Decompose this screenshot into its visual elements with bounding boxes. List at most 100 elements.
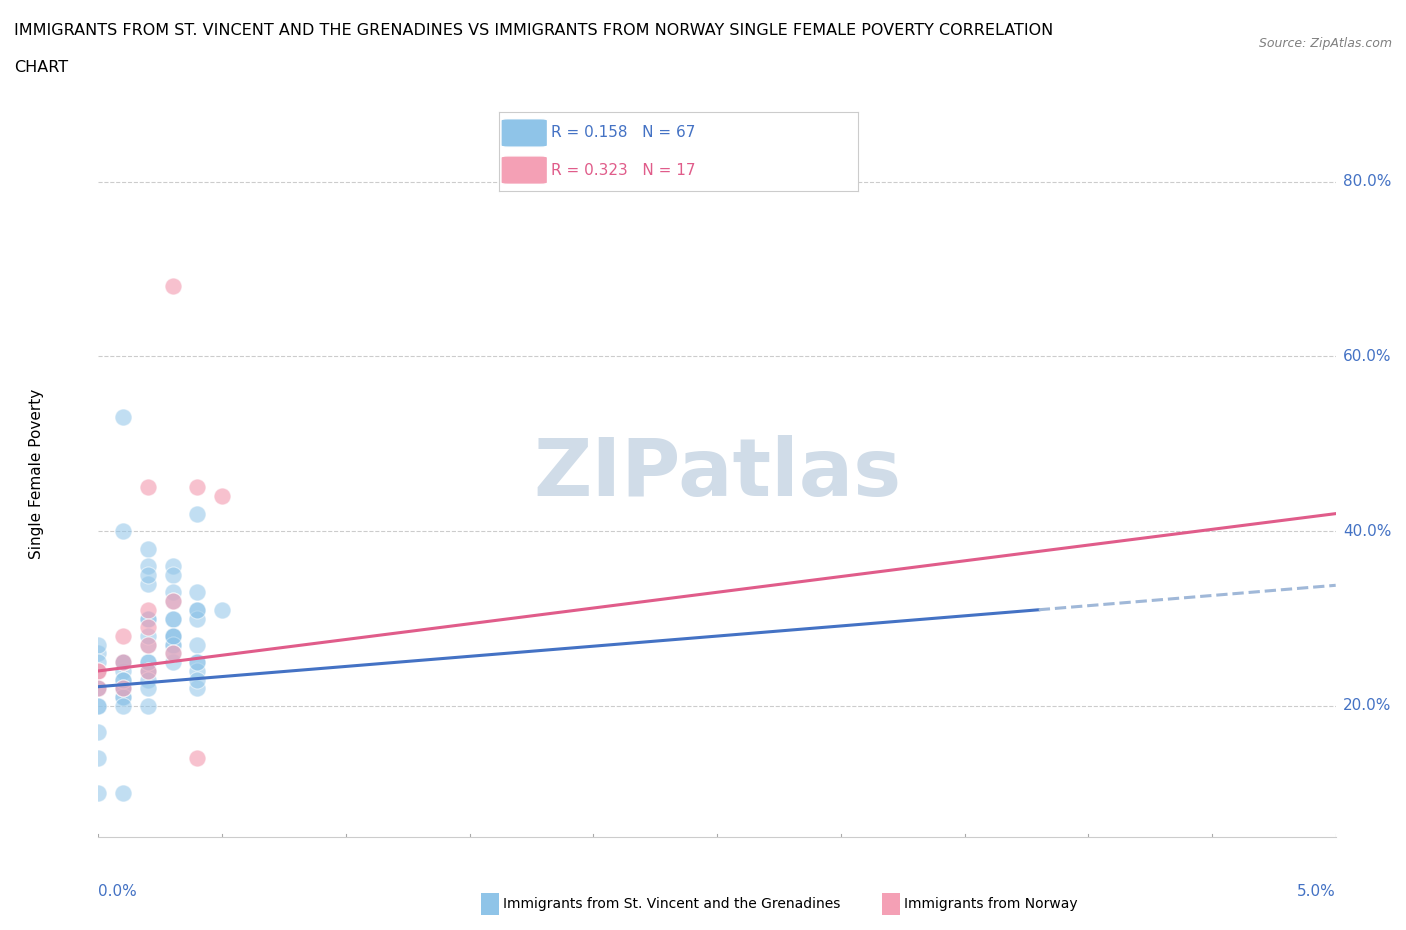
Point xyxy=(136,655,159,670)
Point xyxy=(186,672,208,687)
Point xyxy=(162,655,184,670)
Text: R = 0.323   N = 17: R = 0.323 N = 17 xyxy=(551,163,696,178)
Point xyxy=(112,655,135,670)
Point xyxy=(186,655,208,670)
Point xyxy=(136,663,159,678)
Point xyxy=(112,524,135,538)
Point xyxy=(87,698,110,713)
Point xyxy=(136,559,159,574)
Point xyxy=(112,681,135,696)
Point xyxy=(162,637,184,652)
Text: R = 0.158   N = 67: R = 0.158 N = 67 xyxy=(551,126,696,140)
Point xyxy=(112,690,135,705)
Point xyxy=(186,506,208,521)
Point xyxy=(136,637,159,652)
Point xyxy=(162,646,184,661)
Point xyxy=(162,279,184,294)
Point xyxy=(136,541,159,556)
Point xyxy=(136,663,159,678)
Text: 60.0%: 60.0% xyxy=(1343,349,1392,364)
Text: ZIPatlas: ZIPatlas xyxy=(533,435,901,513)
Text: 0.0%: 0.0% xyxy=(98,884,138,899)
Point xyxy=(87,698,110,713)
Point xyxy=(186,480,208,495)
Point xyxy=(112,672,135,687)
Point xyxy=(162,629,184,644)
Point xyxy=(162,611,184,626)
Point xyxy=(136,663,159,678)
Text: 5.0%: 5.0% xyxy=(1296,884,1336,899)
Point xyxy=(162,646,184,661)
Point xyxy=(136,698,159,713)
Point xyxy=(112,655,135,670)
Point xyxy=(186,611,208,626)
Point xyxy=(186,637,208,652)
Point xyxy=(112,663,135,678)
Point xyxy=(211,603,233,618)
Point xyxy=(136,576,159,591)
Point xyxy=(87,655,110,670)
Point xyxy=(136,672,159,687)
Point xyxy=(87,663,110,678)
Text: 40.0%: 40.0% xyxy=(1343,524,1392,538)
Point xyxy=(112,655,135,670)
Point xyxy=(87,724,110,739)
Point xyxy=(112,672,135,687)
Text: Immigrants from Norway: Immigrants from Norway xyxy=(904,897,1077,911)
Point xyxy=(186,585,208,600)
Point xyxy=(112,655,135,670)
Point xyxy=(136,655,159,670)
Point xyxy=(186,603,208,618)
FancyBboxPatch shape xyxy=(501,156,547,184)
Point xyxy=(136,629,159,644)
Point xyxy=(87,681,110,696)
Point xyxy=(136,567,159,582)
Point xyxy=(136,681,159,696)
Text: Source: ZipAtlas.com: Source: ZipAtlas.com xyxy=(1258,37,1392,50)
Point xyxy=(136,611,159,626)
Text: CHART: CHART xyxy=(14,60,67,75)
Point xyxy=(211,488,233,503)
Point xyxy=(112,629,135,644)
Point xyxy=(112,690,135,705)
Text: 20.0%: 20.0% xyxy=(1343,698,1392,713)
Point xyxy=(136,611,159,626)
Point xyxy=(162,567,184,582)
Text: IMMIGRANTS FROM ST. VINCENT AND THE GRENADINES VS IMMIGRANTS FROM NORWAY SINGLE : IMMIGRANTS FROM ST. VINCENT AND THE GREN… xyxy=(14,23,1053,38)
Point xyxy=(87,663,110,678)
Point xyxy=(162,585,184,600)
Point xyxy=(186,655,208,670)
Point xyxy=(87,681,110,696)
Point xyxy=(87,786,110,801)
Point xyxy=(112,786,135,801)
Point xyxy=(87,681,110,696)
Point xyxy=(87,751,110,765)
Point xyxy=(112,698,135,713)
Point xyxy=(136,619,159,634)
Text: Immigrants from St. Vincent and the Grenadines: Immigrants from St. Vincent and the Gren… xyxy=(503,897,841,911)
Text: 80.0%: 80.0% xyxy=(1343,174,1392,189)
Point xyxy=(136,603,159,618)
Point xyxy=(112,681,135,696)
Point xyxy=(162,593,184,608)
Point xyxy=(136,480,159,495)
Point xyxy=(162,629,184,644)
Point xyxy=(162,593,184,608)
Point xyxy=(186,603,208,618)
Point xyxy=(186,663,208,678)
Point xyxy=(162,629,184,644)
Text: Single Female Poverty: Single Female Poverty xyxy=(30,389,44,560)
Point xyxy=(186,751,208,765)
Point xyxy=(87,646,110,661)
Point xyxy=(136,637,159,652)
Point xyxy=(87,663,110,678)
Point xyxy=(186,681,208,696)
Point xyxy=(112,681,135,696)
Point xyxy=(162,637,184,652)
Point xyxy=(112,681,135,696)
Point xyxy=(162,559,184,574)
FancyBboxPatch shape xyxy=(501,119,547,147)
Point xyxy=(112,410,135,425)
Point xyxy=(87,637,110,652)
Point xyxy=(162,611,184,626)
